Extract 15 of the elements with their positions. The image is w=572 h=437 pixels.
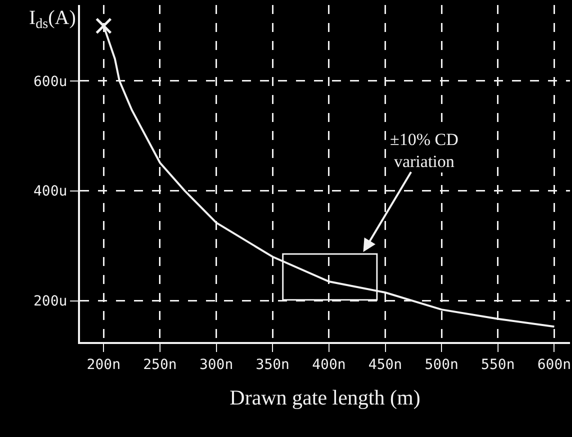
y-tick-label: 600u <box>33 74 68 90</box>
x-tick-label: 350n <box>256 356 290 373</box>
y-tick-label: 200u <box>33 294 68 310</box>
x-tick-label: 500n <box>424 356 458 373</box>
x-tick-label: 450n <box>368 356 402 373</box>
x-tick-label: 250n <box>143 356 177 373</box>
x-tick-label: 550n <box>481 356 515 373</box>
x-tick-label: 400n <box>312 356 346 373</box>
y-tick-label: 400u <box>33 184 68 200</box>
annotation: ±10% CD variation <box>390 130 458 172</box>
x-axis-title: Drawn gate length (m) <box>230 386 420 410</box>
y-axis-title: I$_{ds}$(A) <box>29 7 76 32</box>
x-tick-label: 300n <box>199 356 234 373</box>
x-tick-label: 600n <box>537 356 572 373</box>
x-tick-label: 200n <box>86 356 121 373</box>
